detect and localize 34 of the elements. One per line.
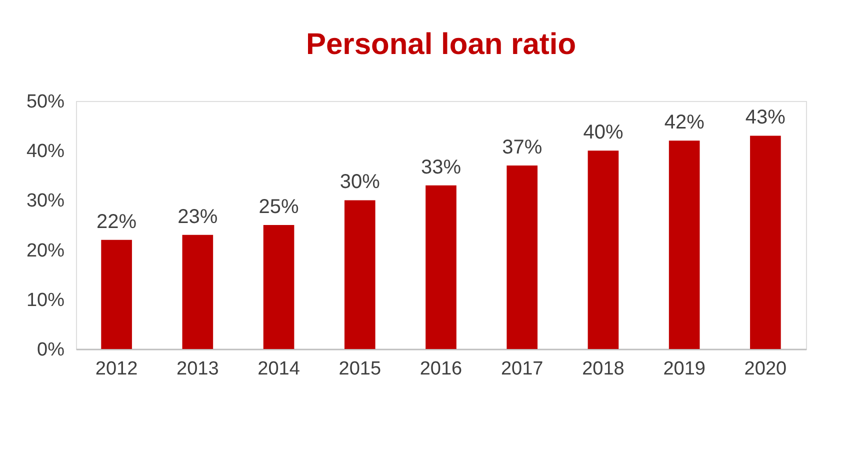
- data-label: 43%: [745, 106, 786, 129]
- data-label: 22%: [96, 210, 137, 233]
- chart-title: Personal loan ratio: [306, 28, 576, 61]
- bar: [588, 150, 619, 349]
- data-label: 37%: [502, 136, 542, 158]
- x-tick-label: 2019: [663, 358, 706, 380]
- bar: [750, 136, 781, 349]
- data-label: 30%: [340, 171, 380, 194]
- data-label: 23%: [178, 206, 218, 228]
- x-tick-label: 2017: [500, 358, 544, 380]
- y-tick-label: 40%: [26, 141, 65, 162]
- bar: [668, 140, 700, 349]
- y-tick-label: 20%: [26, 240, 65, 262]
- data-label: 33%: [420, 156, 462, 178]
- x-tick-label: 2016: [420, 358, 462, 380]
- x-tick-label: 2014: [258, 358, 300, 380]
- y-tick-label: 0%: [37, 340, 65, 360]
- bar: [182, 234, 214, 349]
- bar: [101, 240, 132, 349]
- x-tick-label: 2020: [744, 358, 787, 380]
- x-tick-label: 2012: [95, 358, 138, 380]
- bar: [506, 165, 538, 349]
- y-tick-label: 10%: [26, 290, 65, 311]
- x-tick-label: 2013: [176, 358, 219, 380]
- bar: [426, 185, 456, 349]
- y-tick-label: 30%: [26, 190, 65, 212]
- x-tick-label: 2015: [338, 358, 382, 380]
- bar: [263, 225, 294, 349]
- x-tick-label: 2018: [582, 358, 624, 380]
- data-label: 25%: [258, 196, 300, 218]
- data-label: 40%: [583, 122, 624, 144]
- y-tick-label: 50%: [26, 92, 65, 112]
- bar: [344, 200, 376, 349]
- data-label: 42%: [664, 112, 705, 134]
